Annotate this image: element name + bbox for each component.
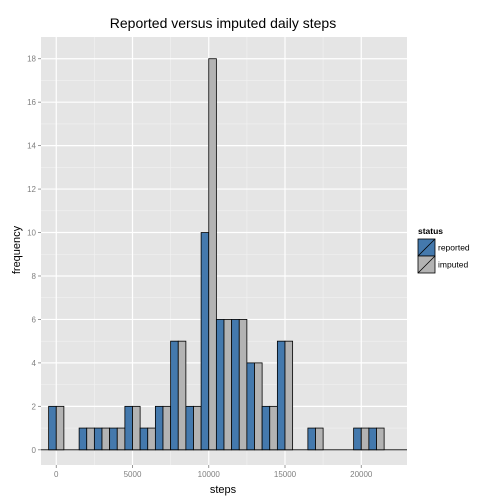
bar-reported [231,319,240,451]
bar-imputed [55,405,65,451]
bar-imputed [238,319,248,451]
bar-reported [170,340,179,451]
bar-reported [93,427,103,451]
bar-reported [261,405,271,451]
legend-items: reported imputed [417,238,470,274]
x-axis-label: steps [210,484,237,496]
y-tick-label: 10 [27,229,36,238]
bar-imputed [376,427,385,451]
y-tick-label: 8 [32,272,37,281]
x-tick-label: 5000 [124,470,142,479]
y-tick-label: 4 [32,359,37,368]
y-axis-label: frequency [11,225,23,274]
bar-imputed [132,405,141,451]
bar-imputed [315,427,324,451]
bar-reported [124,405,133,451]
bar-reported [185,405,194,451]
legend-key-slash [417,255,436,274]
legend-label-imputed: imputed [438,260,469,270]
y-axis-ticks: 0 2 4 6 8 10 12 14 16 18 [27,55,41,455]
y-tick-label: 16 [27,98,36,107]
x-tick-label: 15000 [274,470,297,479]
y-tick-label: 14 [27,142,36,151]
x-tick-label: 10000 [198,470,221,479]
bar-imputed [269,405,278,451]
bar-reported [109,427,118,451]
bar-reported [48,405,57,451]
minor-gridlines [41,37,407,465]
legend-label-reported: reported [438,243,470,253]
bar-reported [307,427,316,451]
bar-imputed [223,319,233,451]
y-tick-label: 6 [32,315,37,324]
bar-imputed [116,427,126,451]
bar-imputed [360,427,370,451]
bar-imputed [254,362,263,451]
bar-imputed [86,427,95,451]
bar-reported [154,405,164,451]
bar-reported [276,340,286,451]
y-tick-label: 12 [27,185,36,194]
bar-reported [200,232,210,451]
chart-title: Reported versus imputed daily steps [110,15,336,31]
y-tick-label: 18 [27,55,36,64]
bar-imputed [284,340,294,451]
bar-reported [353,427,362,451]
legend: status reported imputed [417,226,470,274]
bars [48,58,385,451]
bar-imputed [162,405,172,451]
legend-title: status [418,226,443,236]
bar-imputed [101,427,111,451]
x-tick-label: 20000 [350,470,373,479]
bar-imputed [193,405,202,451]
bar-reported [78,427,88,451]
bar-reported [246,362,255,451]
x-tick-label: 0 [54,470,59,479]
y-tick-label: 0 [32,446,37,455]
bar-reported [139,427,149,451]
x-axis-ticks: 0 5000 10000 15000 20000 [54,465,373,479]
bar-imputed [147,427,156,451]
bar-reported [215,319,225,451]
y-tick-label: 2 [32,402,37,411]
legend-key-slash [417,238,436,257]
bar-reported [368,427,377,451]
bar-imputed [208,58,217,451]
bar-imputed [177,340,187,451]
